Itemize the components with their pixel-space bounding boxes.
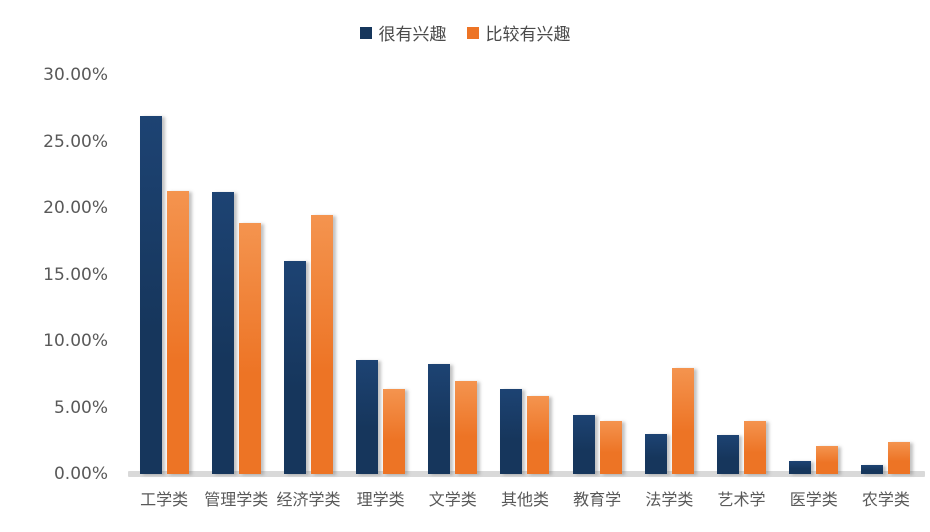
bar-group-6 [561,75,633,474]
bar-group-0 [128,75,200,474]
x-category-label-3: 理学类 [356,490,405,509]
x-category-label-8: 艺术学 [717,490,766,509]
bar-very-interested-7[interactable] [644,434,667,474]
y-tick-label: 20.00% [43,198,108,218]
y-tick-label: 5.00% [53,397,108,418]
y-tick-label: 0.00% [53,464,108,484]
bar-very-interested-9[interactable] [789,461,812,474]
x-category-label-1: 管理学类 [204,490,269,509]
x-category-label-2: 经济学类 [276,490,341,509]
bar-very-interested-10[interactable] [861,465,884,474]
bar-somewhat-interested-9[interactable] [816,446,839,474]
bar-somewhat-interested-5[interactable] [527,396,550,474]
x-axis-baseline [128,471,925,477]
bar-group-7 [633,75,705,474]
legend-item-somewhat-interested[interactable]: 比较有兴趣 [466,20,571,45]
y-tick-label: 15.00% [43,264,108,285]
bar-group-4 [417,75,489,474]
bar-group-2 [272,75,344,474]
x-category-label-5: 其他类 [500,490,550,509]
x-category-label-4: 文学类 [428,490,477,509]
y-tick-label: 10.00% [43,331,108,351]
bar-somewhat-interested-2[interactable] [310,215,333,474]
plot-area [128,75,922,474]
legend-label-very-interested: 很有兴趣 [378,25,447,45]
bar-very-interested-8[interactable] [717,435,740,474]
legend-item-very-interested[interactable]: 很有兴趣 [359,20,447,45]
legend-swatch-very-interested [359,26,372,39]
bar-very-interested-6[interactable] [572,415,595,474]
bar-somewhat-interested-4[interactable] [455,381,478,474]
legend-swatch-somewhat-interested [466,26,479,39]
bar-very-interested-5[interactable] [500,389,523,474]
x-category-label-7: 法学类 [645,490,694,509]
bar-somewhat-interested-8[interactable] [744,421,767,474]
y-axis: 0.00% 5.00% 10.00% 15.00% 20.00% 25.00% 30.00% [0,0,112,532]
bar-somewhat-interested-6[interactable] [599,421,622,474]
y-tick-label: 25.00% [43,131,108,152]
bar-group-1 [200,75,272,474]
bar-very-interested-4[interactable] [428,364,451,474]
bar-very-interested-3[interactable] [356,360,379,474]
bar-group-10 [850,75,922,474]
x-category-label-0: 工学类 [140,490,189,509]
bar-somewhat-interested-10[interactable] [888,442,911,474]
bar-somewhat-interested-1[interactable] [238,223,261,474]
bar-very-interested-2[interactable] [283,261,306,474]
bar-somewhat-interested-0[interactable] [166,191,189,474]
bar-very-interested-1[interactable] [211,192,234,474]
bar-group-8 [705,75,777,474]
bar-somewhat-interested-7[interactable] [671,368,694,474]
x-category-label-10: 农学类 [861,490,910,509]
bar-very-interested-0[interactable] [139,116,162,474]
bar-group-9 [778,75,850,474]
bar-group-3 [345,75,417,474]
legend-label-somewhat-interested: 比较有兴趣 [485,25,571,45]
x-category-label-6: 教育学 [573,490,622,509]
y-tick-label: 30.00% [43,65,108,85]
legend: 很有兴趣 比较有兴趣 [0,20,930,45]
x-axis: 工学类 管理学类 经济学类 理学类 文学类 其他类 教育学 法学类 艺术学 医学类 农学类 [128,486,922,510]
bar-group-5 [489,75,561,474]
x-category-label-9: 医学类 [789,490,838,509]
bar-somewhat-interested-3[interactable] [383,389,406,474]
